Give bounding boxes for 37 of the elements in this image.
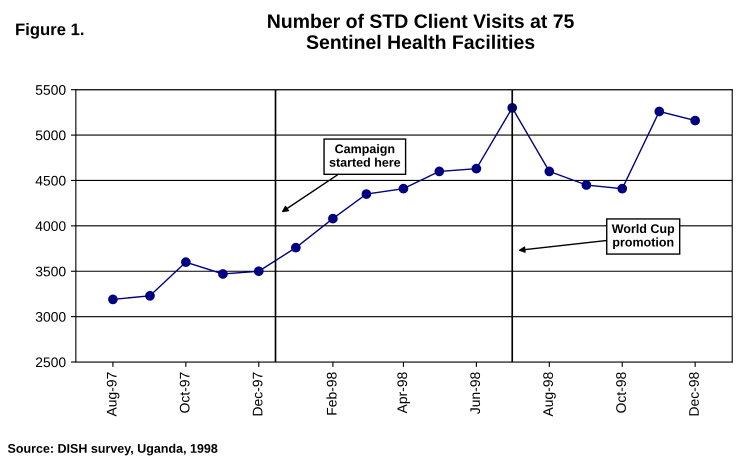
point bbox=[108, 294, 118, 304]
point bbox=[254, 266, 264, 276]
annotation: Campaign started here bbox=[329, 144, 400, 167]
point bbox=[434, 166, 444, 176]
point bbox=[362, 189, 372, 199]
point bbox=[218, 269, 228, 279]
point bbox=[290, 242, 301, 253]
annotation: World Cup promotion bbox=[612, 224, 674, 250]
x-tick-label: Feb-98 bbox=[326, 372, 337, 415]
point bbox=[582, 180, 592, 190]
x-tick-label: Oct-97 bbox=[180, 372, 190, 413]
point bbox=[654, 106, 664, 116]
y-tick-label: 2500 bbox=[36, 357, 66, 368]
point bbox=[472, 164, 482, 174]
y-tick-label: 5500 bbox=[36, 85, 66, 95]
x-tick-label: Aug-97 bbox=[106, 372, 120, 416]
point bbox=[690, 116, 700, 126]
x-tick-label: Oct-98 bbox=[616, 372, 626, 413]
point bbox=[398, 184, 408, 194]
x-tick-label: Apr-98 bbox=[397, 372, 410, 414]
point bbox=[328, 214, 338, 224]
x-tick-label: Dec-98 bbox=[689, 372, 699, 416]
x-tick-label: Jun-98 bbox=[470, 372, 480, 414]
y-tick-label: 4500 bbox=[36, 176, 66, 186]
caption: Figure 1. bbox=[16, 23, 84, 39]
source-note: Source: DISH survey, Uganda, 1998 bbox=[8, 444, 218, 456]
y-tick-label: 4000 bbox=[36, 221, 66, 232]
point bbox=[544, 166, 554, 176]
y-tick-label: 5000 bbox=[36, 130, 66, 140]
x-tick-label: Dec-97 bbox=[252, 372, 263, 416]
point bbox=[617, 184, 628, 194]
x-tick-label: Aug-98 bbox=[543, 372, 556, 416]
point bbox=[180, 257, 191, 268]
point bbox=[145, 290, 155, 301]
chart-title: Number of STD Client Visits at 75 Sentinel Health Facilities bbox=[268, 14, 574, 50]
y-tick-label: 3500 bbox=[36, 266, 66, 276]
y-tick-label: 3000 bbox=[36, 312, 66, 322]
